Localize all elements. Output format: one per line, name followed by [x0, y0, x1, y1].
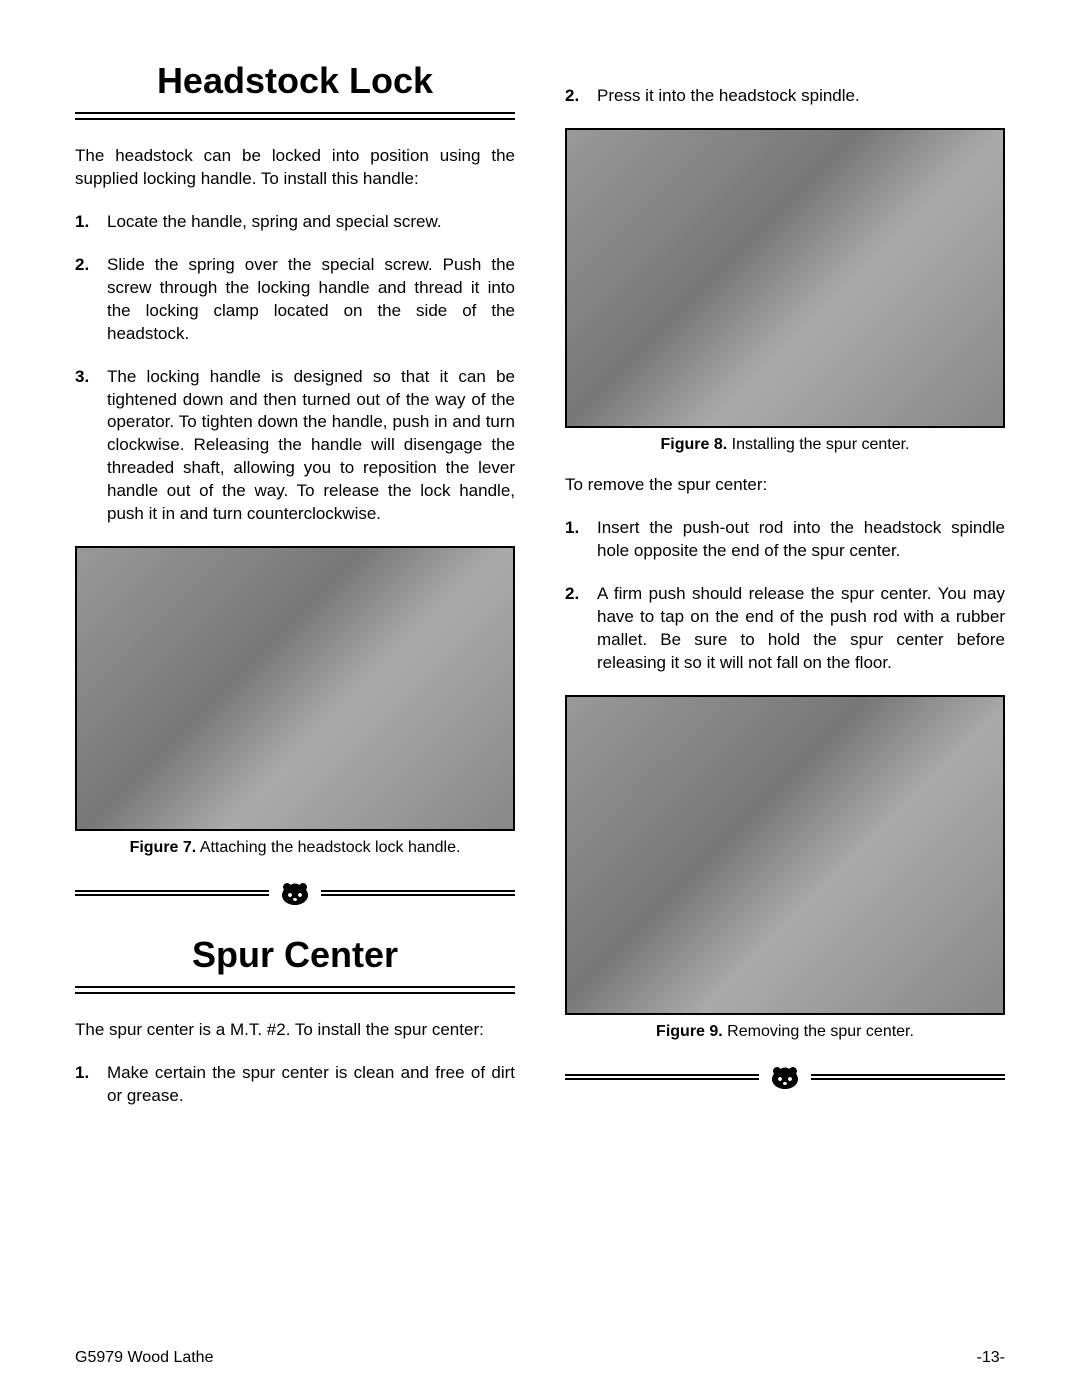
step-item: Slide the spring over the special screw.… — [75, 254, 515, 346]
footer-left: G5979 Wood Lathe — [75, 1349, 213, 1367]
heading-headstock-lock: Headstock Lock — [75, 60, 515, 102]
figure-8 — [565, 128, 1005, 428]
step-item: Make certain the spur center is clean an… — [75, 1062, 515, 1108]
section-divider — [75, 877, 515, 909]
figure-9-image — [567, 697, 1003, 1013]
figure-8-caption: Figure 8. Installing the spur center. — [565, 436, 1005, 454]
heading-rule — [75, 112, 515, 120]
step-item: A firm push should release the spur cent… — [565, 583, 1005, 675]
bear-icon — [769, 1061, 801, 1093]
figure-9-caption: Figure 9. Removing the spur center. — [565, 1023, 1005, 1041]
right-column: 2. Press it into the headstock spindle. … — [565, 60, 1005, 1310]
step-item: The locking handle is designed so that i… — [75, 366, 515, 527]
figure-9 — [565, 695, 1005, 1015]
intro-remove: To remove the spur center: — [565, 474, 1005, 497]
step-item: Locate the handle, spring and special sc… — [75, 211, 515, 234]
heading-rule — [75, 986, 515, 994]
page-footer: G5979 Wood Lathe -13- — [75, 1349, 1005, 1367]
figure-7-image — [77, 548, 513, 829]
bear-icon — [279, 877, 311, 909]
steps-spur-remove: Insert the push-out rod into the headsto… — [565, 517, 1005, 675]
figure-7 — [75, 546, 515, 831]
steps-headstock: Locate the handle, spring and special sc… — [75, 211, 515, 526]
step-item: Insert the push-out rod into the headsto… — [565, 517, 1005, 563]
steps-spur-install: Make certain the spur center is clean an… — [75, 1062, 515, 1108]
heading-spur-center: Spur Center — [75, 934, 515, 976]
section-divider — [565, 1061, 1005, 1093]
step-continued: 2. Press it into the headstock spindle. — [565, 85, 1005, 108]
footer-right: -13- — [977, 1349, 1005, 1367]
left-column: Headstock Lock The headstock can be lock… — [75, 60, 515, 1310]
intro-spur: The spur center is a M.T. #2. To install… — [75, 1019, 515, 1042]
intro-headstock: The headstock can be locked into positio… — [75, 145, 515, 191]
figure-7-caption: Figure 7. Attaching the headstock lock h… — [75, 839, 515, 857]
figure-8-image — [567, 130, 1003, 426]
